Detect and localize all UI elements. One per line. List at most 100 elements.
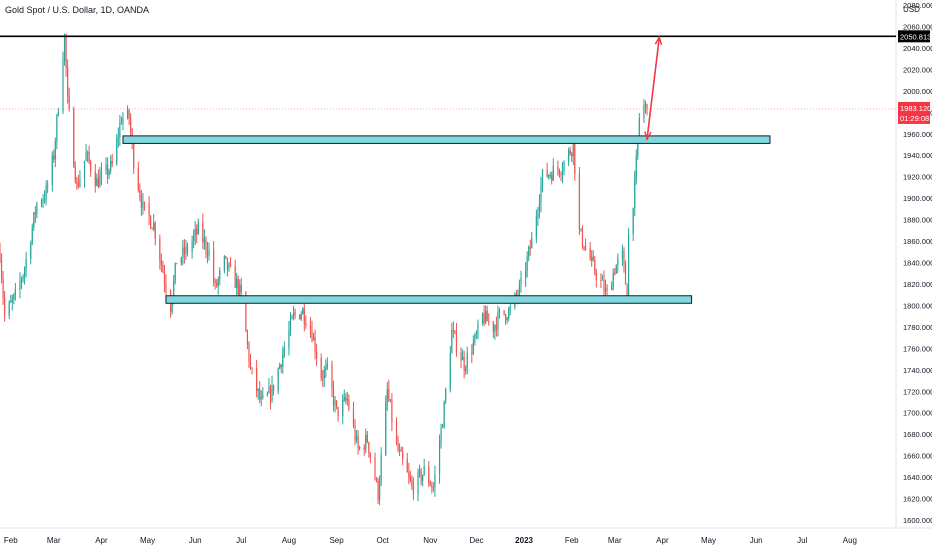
candle-body [53, 155, 55, 160]
candle-body [311, 330, 313, 341]
candle-body [111, 160, 113, 164]
zone-rectangle[interactable] [165, 295, 693, 304]
candle-body [96, 178, 98, 186]
candle-body [355, 435, 358, 441]
candle-body [143, 201, 146, 204]
countdown-label: 01:29:08 [900, 114, 929, 123]
candle-body [335, 400, 338, 408]
candle-body [546, 169, 548, 177]
candle-body [529, 247, 531, 249]
candle-body [612, 272, 614, 287]
candle-body [432, 487, 434, 489]
candle-body [148, 203, 150, 217]
x-tick-label: Apr [656, 536, 669, 545]
x-tick-label: Aug [843, 536, 857, 545]
candle-body [151, 228, 153, 230]
y-tick-label: 1680.000 [903, 430, 932, 439]
candle-body [11, 299, 13, 302]
candle-body [503, 310, 505, 315]
candle-body [309, 325, 312, 331]
candle-body [603, 279, 605, 292]
candle-body [320, 358, 322, 379]
candle-body [463, 356, 465, 372]
candle-body [0, 251, 1, 261]
candle-body [280, 364, 282, 367]
x-tick-label: Mar [47, 536, 61, 545]
candle-body [291, 316, 293, 319]
candle-body [300, 314, 302, 320]
candle-body [571, 153, 573, 157]
candle-body [88, 152, 90, 162]
candle-body [466, 353, 468, 369]
candle-body [342, 399, 344, 417]
y-tick-label: 1840.000 [903, 259, 932, 268]
candle-body [346, 399, 348, 401]
candle-body [408, 472, 410, 477]
candle-body [563, 161, 565, 172]
candle-body [589, 248, 591, 260]
candle-body [302, 308, 304, 315]
candle-body [289, 318, 292, 331]
candle-body [531, 237, 533, 249]
candle-body [294, 312, 296, 315]
candle-body [42, 199, 44, 202]
candle-body [646, 104, 648, 109]
candle-body [601, 279, 604, 281]
x-tick-label: May [701, 536, 716, 545]
x-tick-label: Jun [750, 536, 763, 545]
candle-body [97, 178, 99, 188]
candle-body [229, 263, 232, 266]
x-tick-label: Apr [95, 536, 108, 545]
candle-body [634, 179, 636, 208]
x-tick-label: 2023 [515, 536, 533, 545]
candle-body [418, 470, 421, 472]
candle-body [369, 453, 371, 457]
y-tick-label: 2060.000 [903, 22, 932, 31]
candle-body [160, 260, 162, 265]
candle-body [391, 401, 393, 423]
projection-arrow[interactable] [646, 37, 661, 140]
candle-body [259, 389, 261, 400]
candle-body [385, 401, 387, 455]
candle-body [180, 257, 182, 264]
candle-body [604, 287, 607, 292]
candle-body [279, 364, 281, 369]
candle-body [119, 123, 121, 137]
candle-body [494, 325, 496, 332]
y-tick-label: 1960.000 [903, 130, 932, 139]
candle-body [40, 201, 43, 204]
price-axis[interactable] [896, 0, 932, 550]
candle-body [105, 164, 107, 171]
candle-body [497, 312, 499, 330]
candle-body [22, 275, 24, 280]
candle-body [272, 384, 275, 392]
candle-body [271, 384, 273, 401]
candle-body [260, 397, 262, 400]
candle-body [8, 302, 10, 316]
candle-body [434, 474, 436, 488]
candle-body [90, 161, 92, 172]
y-tick-label: 2020.000 [903, 65, 932, 74]
candle-body [283, 348, 285, 355]
candle-body [428, 466, 430, 484]
candle-body [578, 173, 581, 230]
x-tick-label: Nov [423, 536, 437, 545]
candle-body [137, 168, 139, 190]
candle-body [398, 449, 401, 451]
candle-body [454, 330, 456, 333]
candle-body [637, 138, 639, 157]
candle-body [623, 251, 625, 264]
candle-body [509, 307, 511, 309]
candle-body [611, 286, 613, 291]
candle-body [303, 308, 305, 323]
x-tick-label: May [140, 536, 155, 545]
candle-body [10, 301, 12, 303]
candle-body [374, 456, 376, 480]
candle-body [226, 257, 229, 270]
zone-rectangle[interactable] [122, 135, 771, 144]
candle-body [174, 263, 176, 281]
candle-body [638, 118, 640, 139]
x-tick-label: Oct [376, 536, 389, 545]
candle-body [560, 173, 562, 175]
